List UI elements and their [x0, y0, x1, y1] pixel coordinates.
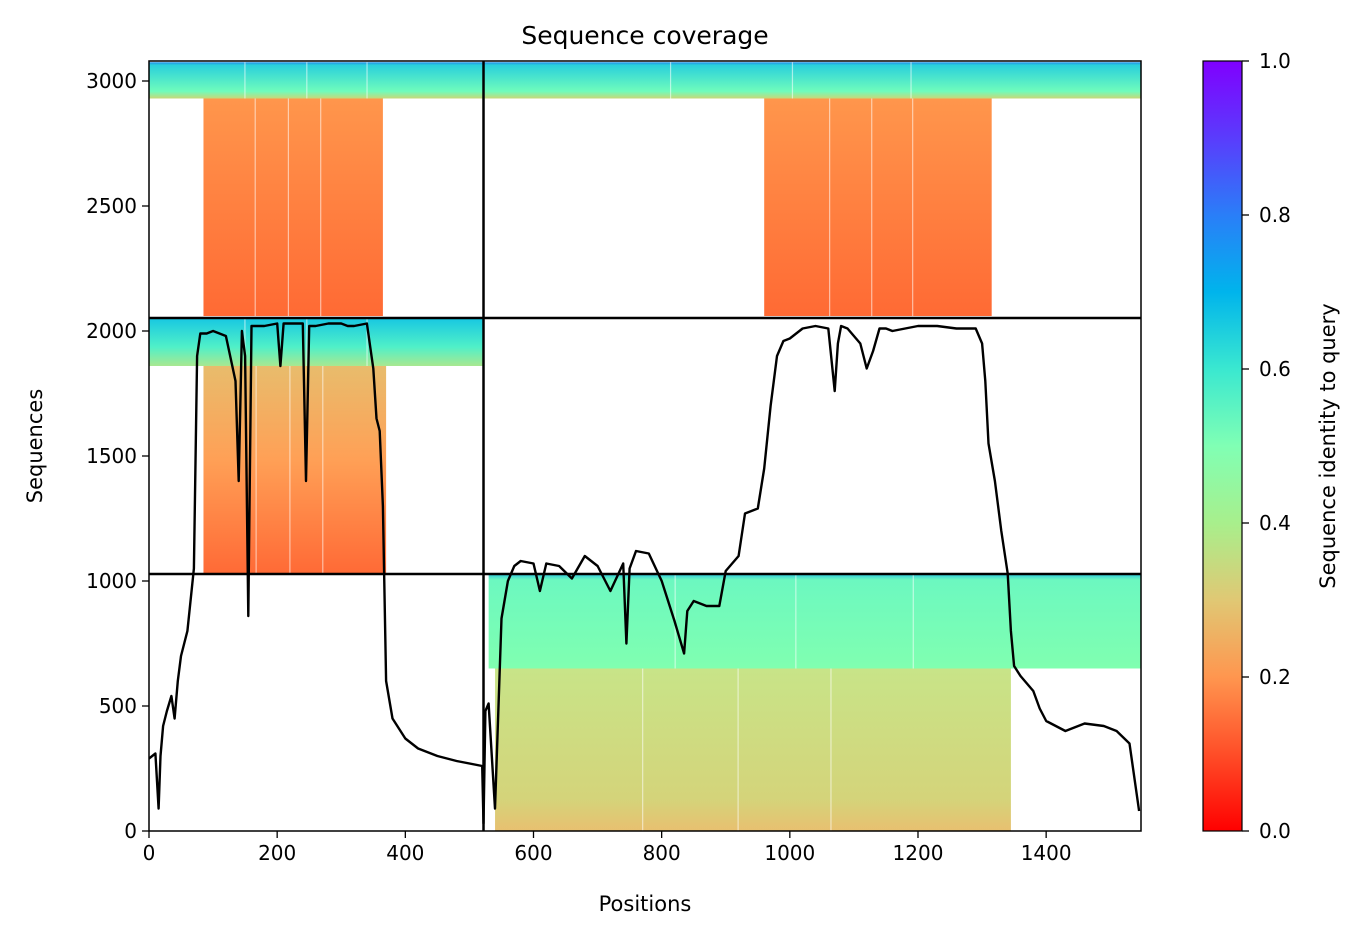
coverage-block — [203, 366, 387, 574]
x-tick-label: 200 — [258, 841, 296, 865]
x-tick-label: 800 — [643, 841, 681, 865]
coverage-line — [149, 322, 1141, 825]
coverage-gap — [795, 574, 797, 669]
coverage-block — [488, 574, 1141, 669]
coverage-block — [149, 62, 484, 99]
coverage-gap — [642, 668, 644, 831]
coverage-gap — [366, 62, 368, 99]
x-tick-label: 600 — [514, 841, 552, 865]
coverage-gap — [255, 366, 257, 574]
x-tick-label: 1000 — [764, 841, 815, 865]
coverage-gap — [366, 318, 368, 366]
coverage-line-layer — [149, 322, 1141, 825]
coverage-gap — [791, 62, 794, 99]
plot-frame — [148, 60, 1142, 832]
coverage-gap — [320, 98, 322, 316]
colorbar-tick-label: 0.4 — [1259, 511, 1291, 535]
coverage-gap — [910, 62, 912, 99]
coverage-block — [495, 668, 1011, 831]
coverage-gap — [244, 62, 246, 99]
coverage-gap — [912, 98, 914, 316]
colorbar-ticks: 0.0 0.2 0.4 0.6 0.8 1.0 — [1242, 49, 1291, 843]
coverage-gap — [254, 98, 256, 316]
coverage-gap — [830, 668, 832, 831]
colorbar-label: Sequence identity to query — [1316, 303, 1340, 588]
coverage-gap — [871, 98, 873, 316]
chain-boundaries — [149, 61, 1141, 831]
y-tick-label: 1500 — [86, 444, 137, 468]
coverage-gap — [912, 574, 914, 669]
coverage-gap — [289, 366, 291, 574]
colorbar — [1202, 60, 1243, 832]
coverage-gap — [287, 98, 290, 316]
y-tick-label: 1000 — [86, 569, 137, 593]
coverage-block — [203, 98, 383, 316]
y-tick-label: 2000 — [86, 319, 137, 343]
x-tick-label: 400 — [386, 841, 424, 865]
coverage-gap — [244, 318, 246, 366]
x-axis-label: Positions — [599, 892, 692, 916]
y-axis-label: Sequences — [23, 389, 47, 504]
coverage-gap — [737, 668, 739, 831]
y-tick-label: 2500 — [86, 194, 137, 218]
colorbar-tick-label: 1.0 — [1259, 49, 1291, 73]
y-tick-label: 500 — [99, 694, 137, 718]
colorbar-tick-label: 0.0 — [1259, 819, 1291, 843]
colorbar-tick-label: 0.8 — [1259, 203, 1291, 227]
coverage-block — [482, 62, 1141, 99]
coverage-gap — [829, 98, 831, 316]
coverage-gap — [322, 366, 324, 574]
x-tick-label: 0 — [143, 841, 156, 865]
y-tick-label: 0 — [124, 819, 137, 843]
chart-title: Sequence coverage — [521, 21, 768, 50]
x-tick-label: 1400 — [1021, 841, 1072, 865]
coverage-gap — [306, 62, 308, 99]
y-tick-label: 3000 — [86, 69, 137, 93]
coverage-block — [764, 98, 992, 316]
coverage-gap — [669, 62, 672, 99]
colorbar-tick-label: 0.2 — [1259, 665, 1291, 689]
x-axis-ticks: 0 200 400 600 800 1000 1200 1400 — [143, 831, 1072, 865]
colorbar-tick-label: 0.6 — [1259, 357, 1291, 381]
coverage-gap — [306, 318, 308, 366]
y-axis-ticks: 0 500 1000 1500 2000 2500 3000 — [86, 69, 149, 843]
coverage-blocks — [149, 62, 1141, 831]
x-tick-label: 1200 — [893, 841, 944, 865]
